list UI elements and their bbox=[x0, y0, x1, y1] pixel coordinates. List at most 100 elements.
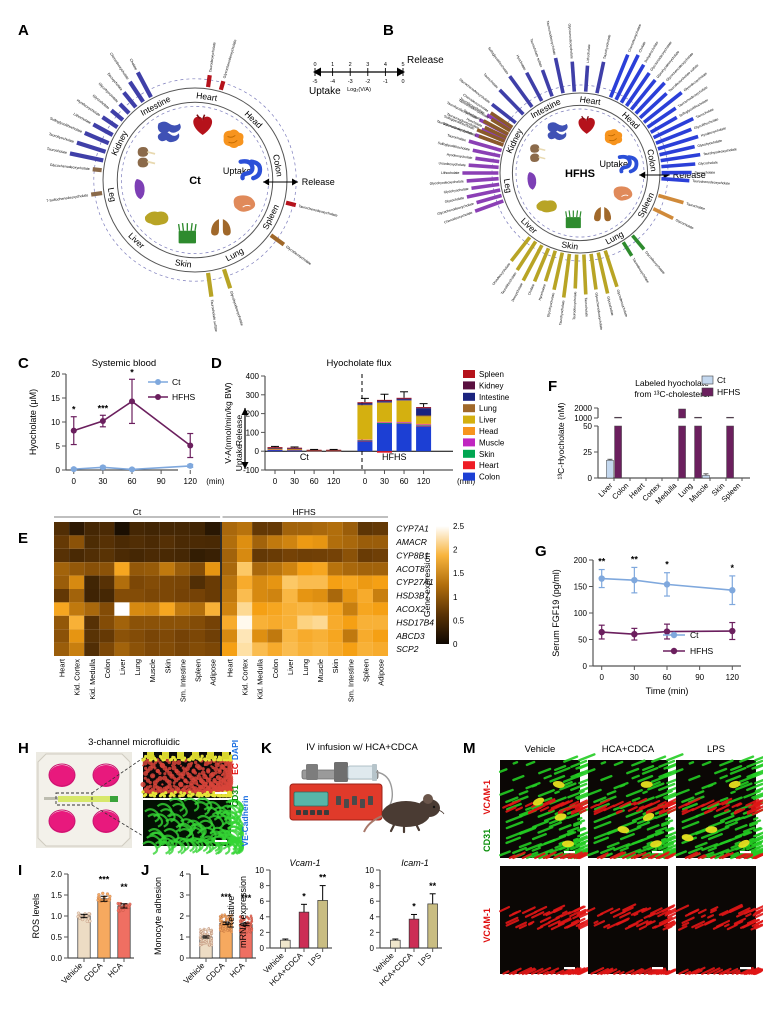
vessel-green bbox=[719, 814, 735, 822]
vessel-green bbox=[719, 838, 732, 845]
bile-acid-bar bbox=[471, 182, 500, 191]
vessel-green bbox=[707, 846, 717, 852]
group-label-ct: Ct bbox=[133, 507, 142, 517]
data-point bbox=[663, 628, 671, 635]
heatmap-cell bbox=[159, 548, 175, 563]
bile-acid-label: Glycocholate bbox=[444, 196, 464, 204]
vessel-red bbox=[512, 851, 526, 860]
vessel-green bbox=[549, 774, 566, 783]
micro-dot-top bbox=[213, 755, 218, 759]
vessel-green bbox=[754, 755, 763, 762]
vessel-red bbox=[658, 808, 666, 814]
x-unit-label: (min) bbox=[206, 477, 225, 486]
vessel-green bbox=[707, 832, 723, 841]
heatmap-cell bbox=[114, 615, 130, 630]
legend-marker bbox=[670, 647, 678, 655]
syringe-plunger bbox=[372, 764, 377, 781]
vessel-red bbox=[527, 806, 542, 815]
stacked-segment bbox=[396, 421, 412, 423]
bile-acid-label: Glycocholate bbox=[92, 94, 111, 110]
micro-dot bbox=[213, 780, 218, 784]
heatmap-cell bbox=[174, 562, 190, 576]
vessel-green bbox=[619, 832, 635, 841]
bile-acid-bar bbox=[621, 241, 634, 257]
heatmap-cell bbox=[327, 562, 343, 576]
vessel-green bbox=[567, 790, 585, 799]
vessel-green bbox=[752, 849, 763, 856]
y-tick-label: 1000 bbox=[574, 414, 592, 423]
data-dot bbox=[206, 942, 210, 946]
micro-dot-bottom bbox=[141, 790, 145, 794]
stacked-segment bbox=[376, 423, 392, 424]
micro-dot-bottom bbox=[191, 792, 195, 796]
organ-label-lung: Lung bbox=[224, 245, 246, 263]
x-axis-label-g: Time (min) bbox=[646, 686, 689, 696]
y-tick-label: 4 bbox=[180, 870, 185, 879]
vessel-green bbox=[570, 842, 587, 851]
micro-dot-bottom bbox=[162, 794, 167, 798]
vessel-green bbox=[587, 788, 602, 796]
bile-acid-label: Glycodeoxycholate bbox=[644, 250, 666, 275]
micro-dot bbox=[176, 760, 182, 765]
vessel-red bbox=[505, 919, 520, 927]
data-dot bbox=[85, 919, 89, 923]
tissue-label: Adipose bbox=[376, 659, 385, 686]
stacked-segment bbox=[396, 422, 412, 423]
label-vcam1-bottom: VCAM-1 bbox=[482, 908, 492, 943]
vessel-red bbox=[518, 966, 533, 975]
data-dot bbox=[249, 915, 253, 919]
stacked-segment bbox=[396, 423, 412, 452]
heatmap-cell bbox=[114, 642, 130, 656]
heatmap-cell bbox=[144, 642, 160, 656]
heatmap-cell bbox=[114, 575, 130, 589]
vessel-red bbox=[647, 799, 661, 807]
vessel-green bbox=[600, 846, 615, 855]
outer-ring bbox=[499, 92, 661, 254]
vessel-red bbox=[550, 971, 556, 975]
stacked-segment bbox=[376, 402, 392, 403]
heatmap-cell bbox=[282, 562, 298, 576]
scale-bar bbox=[215, 840, 227, 842]
micro-dot bbox=[157, 786, 163, 792]
vessel-green bbox=[566, 811, 573, 815]
data-dot bbox=[116, 908, 120, 913]
scale-tick-top: 3 bbox=[366, 62, 369, 68]
micrograph bbox=[498, 753, 597, 860]
vessel-green bbox=[661, 835, 676, 843]
heatmap-cell bbox=[237, 522, 253, 536]
heatmap-cell bbox=[237, 642, 253, 656]
heatmap-cell bbox=[327, 589, 343, 603]
heatmap-cell bbox=[342, 575, 358, 589]
vessel-green bbox=[543, 838, 556, 845]
vessel-green bbox=[746, 782, 763, 792]
micrograph bbox=[587, 866, 681, 976]
heatmap-cell bbox=[221, 642, 238, 656]
syringe-clamp-left bbox=[306, 764, 318, 780]
vessel-red bbox=[502, 970, 510, 975]
bile-acid-label: Taurocholate sulfate bbox=[529, 38, 543, 68]
micro-vessel bbox=[188, 826, 205, 842]
vessel-red bbox=[612, 800, 624, 808]
micro-dot-bottom bbox=[173, 790, 177, 794]
heatmap-cell bbox=[282, 522, 298, 536]
vessel-red bbox=[533, 905, 548, 914]
data-dot bbox=[226, 917, 230, 921]
vessel-green bbox=[646, 824, 660, 831]
stacked-segment bbox=[376, 402, 392, 422]
heatmap-cell bbox=[357, 522, 373, 536]
heatmap-cell bbox=[114, 562, 130, 576]
micro-dot bbox=[217, 789, 220, 793]
heatmap-cell bbox=[221, 589, 238, 603]
micro-vessel bbox=[225, 811, 242, 827]
vessel-green bbox=[746, 771, 760, 779]
heatmap-cell bbox=[327, 548, 343, 563]
vessel-green bbox=[593, 814, 611, 824]
micro-dot bbox=[164, 785, 170, 790]
organ-glyph-intestine bbox=[157, 121, 181, 143]
heatmap-cell bbox=[144, 602, 160, 616]
panel-letter-j: J bbox=[141, 862, 150, 879]
heatmap-cell bbox=[267, 535, 283, 549]
heatmap-cell bbox=[237, 562, 253, 576]
vessel-green bbox=[531, 853, 540, 859]
micro-dot bbox=[176, 787, 181, 791]
